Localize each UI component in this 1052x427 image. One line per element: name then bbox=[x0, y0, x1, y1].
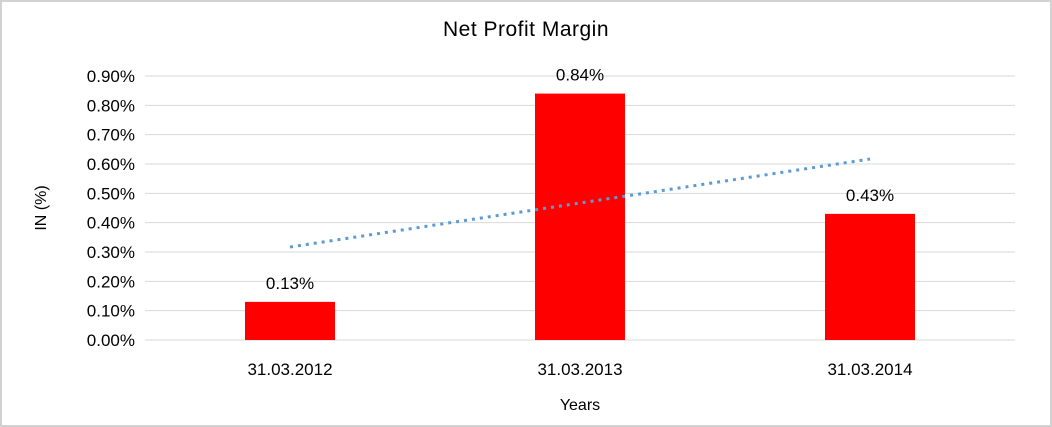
x-axis-title: Years bbox=[559, 397, 601, 414]
bar bbox=[245, 301, 335, 340]
y-tick-label: 0.20% bbox=[87, 272, 135, 291]
y-tick-label: 0.80% bbox=[87, 96, 135, 115]
data-label: 0.43% bbox=[846, 186, 894, 205]
x-tick-label: 31.03.2013 bbox=[537, 360, 622, 379]
y-tick-label: 0.10% bbox=[87, 302, 135, 321]
bar bbox=[825, 213, 915, 340]
data-label: 0.13% bbox=[266, 274, 314, 293]
y-tick-label: 0.40% bbox=[87, 214, 135, 233]
y-tick-label: 0.60% bbox=[87, 155, 135, 174]
y-tick-label: 0.70% bbox=[87, 126, 135, 145]
y-tick-label: 0.50% bbox=[87, 184, 135, 203]
chart-title: Net Profit Margin bbox=[442, 18, 610, 41]
bar bbox=[535, 93, 625, 340]
y-tick-label: 0.00% bbox=[87, 331, 135, 350]
x-tick-label: 31.03.2014 bbox=[827, 360, 912, 379]
y-tick-label: 0.30% bbox=[87, 243, 135, 262]
trendline bbox=[289, 157, 871, 249]
y-tick-label: 0.90% bbox=[87, 67, 135, 86]
x-tick-label: 31.03.2012 bbox=[247, 360, 332, 379]
data-label: 0.84% bbox=[556, 66, 604, 85]
